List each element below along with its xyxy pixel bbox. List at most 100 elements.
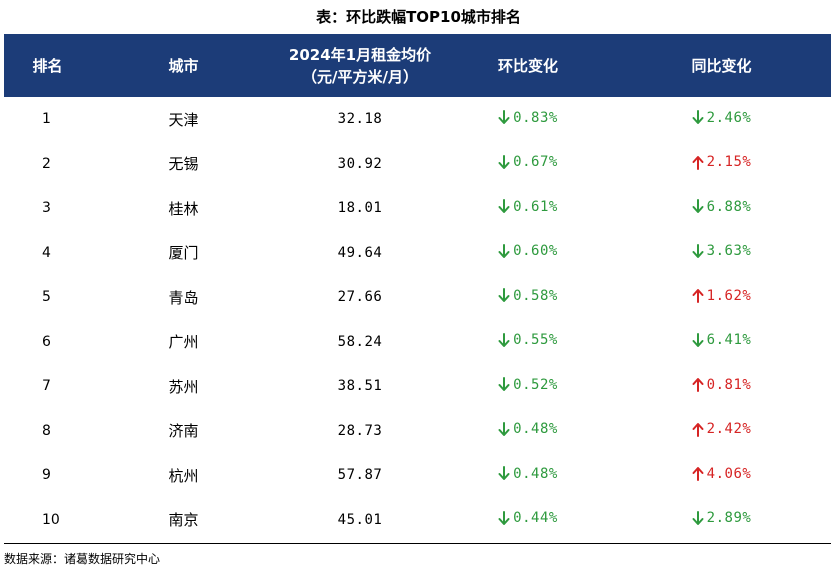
mom-cell: 0.83% <box>444 97 612 142</box>
mom-value: 0.48% <box>513 465 558 482</box>
rank-cell: 3 <box>42 200 51 217</box>
mom-cell: 0.58% <box>444 275 612 320</box>
table-row: 8 济南 28.73 0.48% 2.42% <box>4 409 831 454</box>
source-note: 数据来源：诸葛数据研究中心 <box>4 552 161 566</box>
ranking-table: 排名 城市 2024年1月租金均价 （元/平方米/月） 环比变化 同比变化 1 天… <box>4 34 831 542</box>
rent-cell: 45.01 <box>337 511 383 528</box>
arrow-down-icon <box>692 199 704 214</box>
yoy-value: 6.88% <box>706 198 752 215</box>
yoy-value: 6.41% <box>706 332 752 348</box>
arrow-down-icon <box>498 510 510 526</box>
rent-cell: 28.73 <box>337 422 383 439</box>
city-cell: 天津 <box>168 110 199 129</box>
rank-cell: 10 <box>42 511 60 528</box>
header-mom: 环比变化 <box>497 56 558 75</box>
arrow-down-icon <box>498 466 510 481</box>
rank-cell: 1 <box>42 111 51 128</box>
header-rent-line2: （元/平方米/月） <box>302 67 418 86</box>
mom-value: 0.61% <box>513 198 558 215</box>
yoy-cell: 1.62% <box>612 275 831 320</box>
yoy-cell: 3.63% <box>612 231 831 276</box>
city-cell: 桂林 <box>168 199 199 218</box>
yoy-cell: 2.15% <box>612 142 831 187</box>
table-row: 10 南京 45.01 0.44% 2.89% <box>4 498 831 543</box>
table-row: 3 桂林 18.01 0.61% 6.88% <box>4 186 831 231</box>
city-cell: 青岛 <box>168 288 199 307</box>
table-row: 7 苏州 38.51 0.52% 0.81% <box>4 364 831 409</box>
yoy-value: 2.42% <box>706 421 752 437</box>
table-row: 5 青岛 27.66 0.58% 1.62% <box>4 275 831 320</box>
table-row: 2 无锡 30.92 0.67% 2.15% <box>4 142 831 187</box>
yoy-cell: 2.46% <box>612 97 831 142</box>
city-cell: 杭州 <box>168 466 199 485</box>
arrow-up-icon <box>692 422 704 437</box>
yoy-value: 4.06% <box>706 465 752 482</box>
rent-cell: 32.18 <box>337 111 383 128</box>
mom-value: 0.48% <box>513 421 558 437</box>
yoy-cell: 6.41% <box>612 320 831 365</box>
header-yoy: 同比变化 <box>691 56 752 75</box>
arrow-down-icon <box>498 288 510 303</box>
yoy-value: 2.15% <box>706 154 752 170</box>
city-cell: 济南 <box>168 422 199 441</box>
mom-cell: 0.60% <box>444 231 612 276</box>
header-rent: 2024年1月租金均价 （元/平方米/月） <box>276 34 444 97</box>
arrow-down-icon <box>498 243 510 259</box>
mom-value: 0.60% <box>513 243 558 259</box>
city-cell: 苏州 <box>168 377 199 396</box>
rank-cell: 2 <box>42 155 51 172</box>
yoy-value: 2.46% <box>706 109 752 126</box>
arrow-up-icon <box>692 288 704 303</box>
yoy-cell: 6.88% <box>612 186 831 231</box>
rent-cell: 58.24 <box>337 333 383 350</box>
arrow-down-icon <box>498 199 510 214</box>
table-row: 1 天津 32.18 0.83% 2.46% <box>4 97 831 142</box>
arrow-up-icon <box>692 377 704 392</box>
city-cell: 广州 <box>168 333 199 352</box>
arrow-down-icon <box>692 243 704 259</box>
city-cell: 无锡 <box>168 155 199 174</box>
arrow-down-icon <box>498 377 510 392</box>
city-cell: 厦门 <box>168 244 199 263</box>
arrow-down-icon <box>498 110 510 125</box>
mom-cell: 0.61% <box>444 186 612 231</box>
mom-value: 0.52% <box>513 376 558 393</box>
arrow-down-icon <box>692 510 704 526</box>
arrow-down-icon <box>498 421 510 437</box>
rent-cell: 38.51 <box>337 378 383 395</box>
yoy-value: 2.89% <box>706 510 752 526</box>
header-city: 城市 <box>168 56 199 75</box>
mom-cell: 0.48% <box>444 453 612 498</box>
header-rent-line1: 2024年1月租金均价 <box>288 45 432 64</box>
yoy-cell: 0.81% <box>612 364 831 409</box>
rank-cell: 7 <box>42 378 51 395</box>
yoy-cell: 4.06% <box>612 453 831 498</box>
table-title: 表：环比跌幅TOP10城市排名 <box>316 8 521 26</box>
rank-cell: 5 <box>42 289 51 306</box>
mom-cell: 0.52% <box>444 364 612 409</box>
mom-value: 0.44% <box>513 510 558 526</box>
arrow-up-icon <box>692 466 704 481</box>
table-body: 1 天津 32.18 0.83% 2.46% 2 无锡 30.92 0.67% 2.15… <box>4 97 831 542</box>
mom-cell: 0.44% <box>444 498 612 543</box>
rent-cell: 18.01 <box>337 200 383 217</box>
yoy-cell: 2.42% <box>612 409 831 454</box>
mom-cell: 0.55% <box>444 320 612 365</box>
table-row: 9 杭州 57.87 0.48% 4.06% <box>4 453 831 498</box>
mom-value: 0.83% <box>513 109 558 126</box>
rent-cell: 27.66 <box>337 289 383 306</box>
rank-cell: 6 <box>42 333 51 350</box>
table-row: 4 厦门 49.64 0.60% 3.63% <box>4 231 831 276</box>
rank-cell: 8 <box>42 422 51 439</box>
rank-cell: 9 <box>42 467 51 484</box>
rank-cell: 4 <box>42 244 51 261</box>
arrow-down-icon <box>498 154 510 170</box>
yoy-value: 1.62% <box>706 287 752 304</box>
mom-value: 0.55% <box>513 332 558 348</box>
bottom-rule <box>4 543 831 544</box>
arrow-down-icon <box>692 110 704 125</box>
mom-value: 0.67% <box>513 154 558 170</box>
table-row: 6 广州 58.24 0.55% 6.41% <box>4 320 831 365</box>
arrow-up-icon <box>692 155 704 170</box>
header-rank: 排名 <box>32 56 63 75</box>
